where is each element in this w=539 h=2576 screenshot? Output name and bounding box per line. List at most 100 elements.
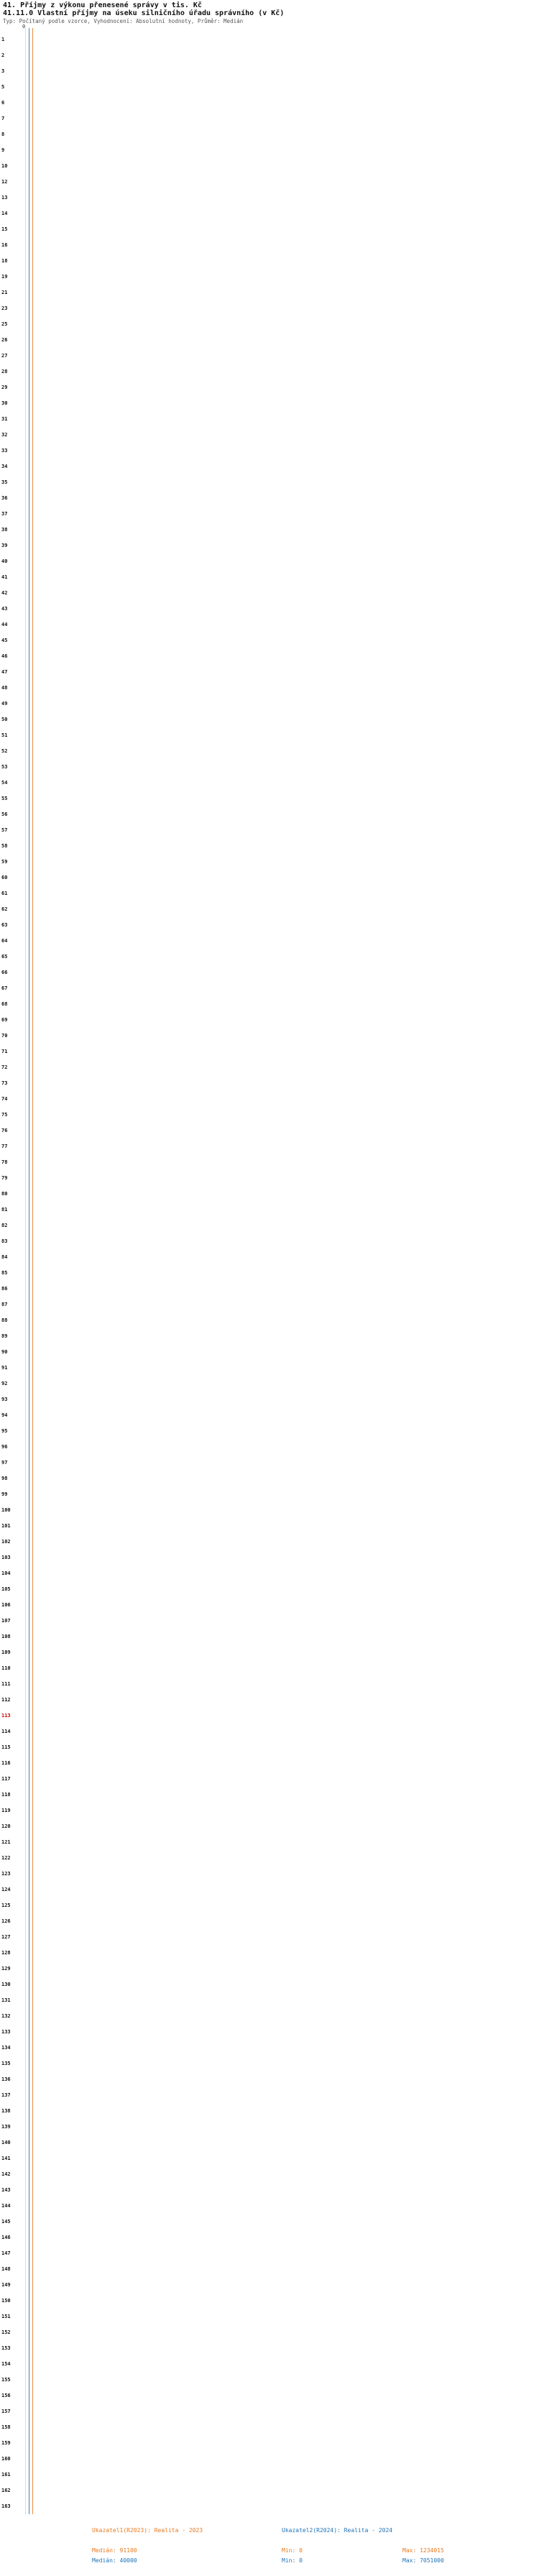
chart-row: 148 (0, 2261, 539, 2277)
chart-row: 124 (0, 1882, 539, 1898)
chart-row: 9 (0, 142, 539, 158)
chart-row: 42 (0, 585, 539, 601)
chart-row: 105 (0, 1581, 539, 1597)
chart-row: 2 (0, 47, 539, 63)
chart-row: 69 (0, 1012, 539, 1028)
chart-row: 57 (0, 822, 539, 838)
chart-row: 80 (0, 1186, 539, 1202)
row-id-label: 82 (1, 1223, 8, 1228)
row-id-label: 55 (1, 796, 8, 801)
chart-row: 18 (0, 253, 539, 269)
row-id-label: 158 (1, 2424, 11, 2430)
row-id-label: 137 (1, 2092, 11, 2098)
row-id-label: 43 (1, 606, 8, 612)
chart-row: 150 (0, 2293, 539, 2309)
legend-median-r2023: Medián: 91100 (92, 2547, 137, 2554)
row-id-label: 13 (1, 195, 8, 201)
chart-row: 139 (0, 2119, 539, 2135)
chart-row: 72 (0, 1059, 539, 1075)
chart-row: 27 (0, 348, 539, 364)
row-id-label: 122 (1, 1855, 11, 1861)
row-id-label: 127 (1, 1934, 11, 1940)
chart-row: 112 (0, 1692, 539, 1708)
chart-row: 1 (0, 32, 539, 47)
chart-legend: Ukazatel1(R2023): Realita - 2023 Ukazate… (0, 2523, 539, 2576)
row-id-label: 123 (1, 1871, 11, 1877)
row-id-label: 60 (1, 875, 8, 880)
chart-row: 12 (0, 174, 539, 190)
row-id-label: 21 (1, 290, 8, 295)
chart-row: 14 (0, 206, 539, 221)
page-title: 41. Příjmy z výkonu přenesené správy v t… (3, 1, 202, 9)
chart-row: 94 (0, 1407, 539, 1423)
row-id-label: 8 (1, 132, 5, 137)
axis-line (25, 28, 26, 2514)
row-id-label: 118 (1, 1792, 11, 1798)
row-id-label: 134 (1, 2045, 11, 2051)
row-id-label: 124 (1, 1887, 11, 1892)
row-id-label: 86 (1, 1286, 8, 1292)
row-id-label: 131 (1, 1997, 11, 2003)
row-id-label: 111 (1, 1681, 11, 1687)
chart-row: 141 (0, 2150, 539, 2166)
legend-min-r2024: Min: 0 (282, 2557, 303, 2564)
chart-row: 153 (0, 2340, 539, 2356)
row-id-label: 71 (1, 1049, 8, 1054)
row-id-label: 98 (1, 1476, 8, 1481)
chart-row: 35 (0, 474, 539, 490)
chart-row: 91 (0, 1360, 539, 1376)
row-id-label: 141 (1, 2156, 11, 2161)
legend-series-r2024: Ukazatel2(R2024): Realita - 2024 (282, 2527, 393, 2534)
chart-row: 138 (0, 2103, 539, 2119)
row-id-label: 85 (1, 1270, 8, 1276)
row-id-label: 50 (1, 717, 8, 722)
chart-row: 82 (0, 1218, 539, 1233)
row-id-label: 41 (1, 574, 8, 580)
row-id-label: 36 (1, 495, 8, 501)
row-id-label: 45 (1, 638, 8, 643)
chart-row: 132 (0, 2008, 539, 2024)
row-id-label: 108 (1, 1634, 11, 1639)
row-id-label: 121 (1, 1839, 11, 1845)
chart-row: 61 (0, 886, 539, 901)
chart-row: 67 (0, 980, 539, 996)
row-id-label: 12 (1, 179, 8, 185)
row-id-label: 150 (1, 2298, 11, 2304)
chart-row: 21 (0, 285, 539, 300)
row-id-label: 38 (1, 527, 8, 533)
chart-row: 92 (0, 1376, 539, 1392)
chart-row: 90 (0, 1344, 539, 1360)
row-id-label: 142 (1, 2171, 11, 2177)
row-id-label: 53 (1, 764, 8, 770)
chart-row: 29 (0, 380, 539, 395)
chart-row: 88 (0, 1312, 539, 1328)
row-id-label: 87 (1, 1302, 8, 1307)
row-id-label: 27 (1, 353, 8, 359)
row-id-label: 16 (1, 242, 8, 248)
chart-row: 54 (0, 775, 539, 791)
row-id-label: 77 (1, 1144, 8, 1149)
row-id-label: 102 (1, 1539, 11, 1545)
chart-row: 64 (0, 933, 539, 949)
row-id-label: 34 (1, 464, 8, 469)
chart-row: 135 (0, 2056, 539, 2071)
row-id-label: 110 (1, 1665, 11, 1671)
chart-row: 155 (0, 2372, 539, 2388)
chart-row: 7 (0, 111, 539, 126)
chart-row: 85 (0, 1265, 539, 1281)
row-id-label: 48 (1, 685, 8, 691)
row-id-label: 163 (1, 2503, 11, 2509)
row-id-label: 39 (1, 543, 8, 548)
chart-row: 159 (0, 2435, 539, 2451)
row-id-label: 119 (1, 1808, 11, 1813)
row-id-label: 126 (1, 1918, 11, 1924)
chart-row: 160 (0, 2451, 539, 2467)
row-id-label: 115 (1, 1744, 11, 1750)
chart-row: 115 (0, 1739, 539, 1755)
chart-row: 44 (0, 617, 539, 632)
row-id-label: 112 (1, 1697, 11, 1703)
row-id-label: 64 (1, 938, 8, 944)
chart-row: 23 (0, 300, 539, 316)
chart-row: 120 (0, 1818, 539, 1834)
chart-row: 106 (0, 1597, 539, 1613)
